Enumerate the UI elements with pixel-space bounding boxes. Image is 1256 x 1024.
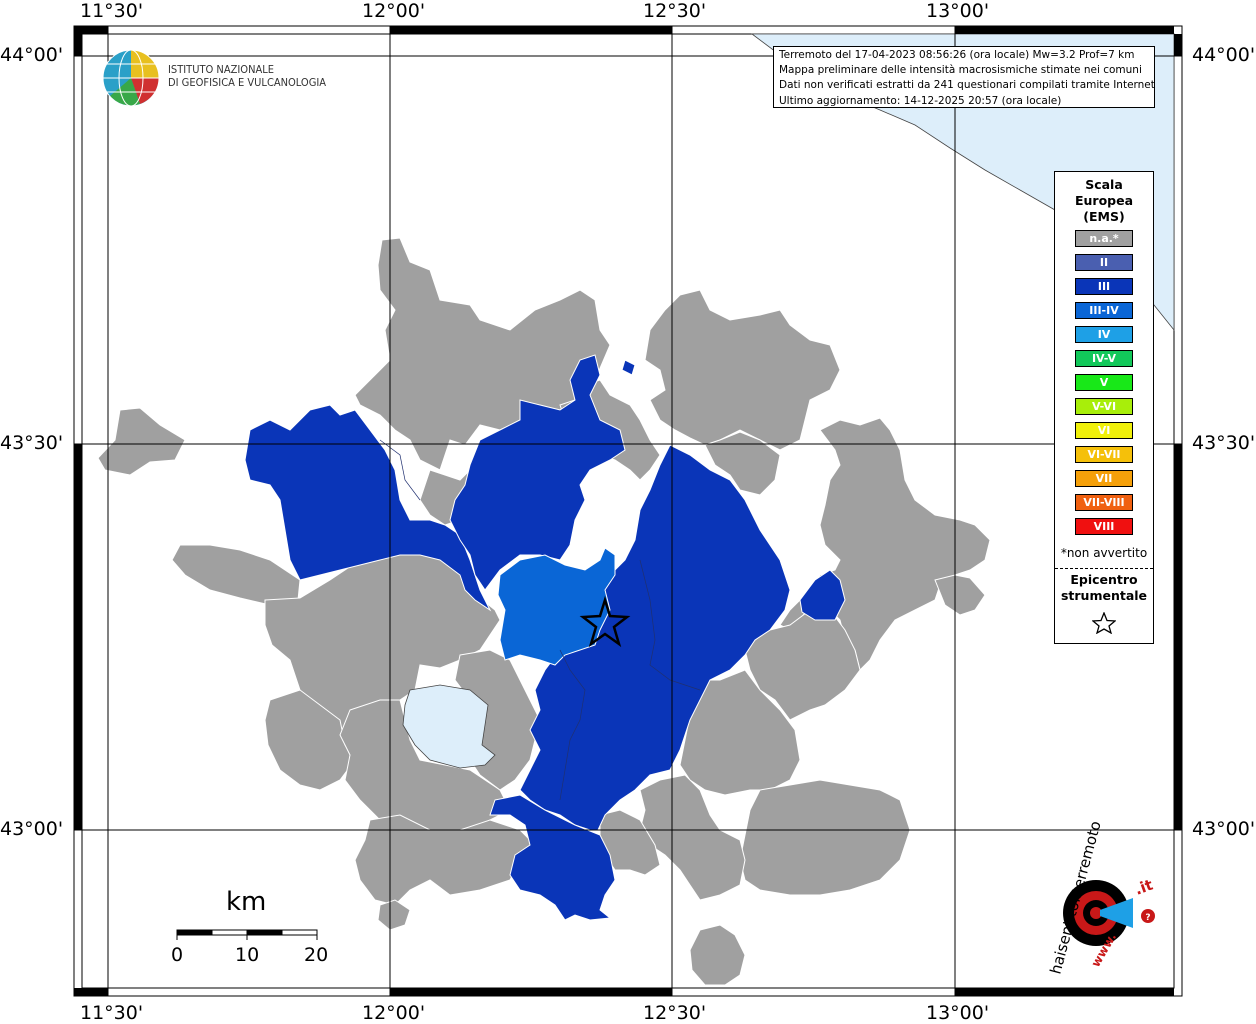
legend-item: IV <box>1075 326 1133 343</box>
lon-label-top-1: 11°30' <box>80 0 144 22</box>
ingv-line-2: DI GEOFISICA E VULCANOLOGIA <box>168 76 327 89</box>
scale-tick-20: 20 <box>304 944 329 966</box>
legend-note: *non avvertito <box>1060 546 1148 560</box>
info-line-3: Dati non verificati estratti da 241 ques… <box>779 79 1155 92</box>
legend-title-3: (EMS) <box>1083 209 1125 224</box>
scale-tick-0: 0 <box>171 944 184 966</box>
legend-epi-1: Epicentro <box>1070 572 1138 587</box>
lon-label-top-4: 13°00' <box>926 0 990 22</box>
earthquake-info-box: Terremoto del 17-04-2023 08:56:26 (ora l… <box>773 46 1155 108</box>
legend-item: VI <box>1075 422 1133 439</box>
frame-bands <box>74 26 1182 996</box>
lake <box>402 684 496 769</box>
lat-label-right-2: 43°30' <box>1192 432 1256 454</box>
legend-item: V-VI <box>1075 398 1133 415</box>
lon-label-bottom-4: 13°00' <box>926 1002 990 1024</box>
lat-label-left-3: 43°00' <box>0 818 64 840</box>
lat-label-right-1: 44°00' <box>1192 44 1256 66</box>
ingv-logo-text: ISTITUTO NAZIONALE DI GEOFISICA E VULCAN… <box>168 63 326 89</box>
scale-tick-10: 10 <box>235 944 260 966</box>
legend-item: IV-V <box>1075 350 1133 367</box>
lon-label-top-2: 12°00' <box>362 0 426 22</box>
brand-text-b: .it <box>1132 876 1155 899</box>
legend-item: III-IV <box>1075 302 1133 319</box>
legend-item: II <box>1075 254 1133 271</box>
legend-item: VIII <box>1075 518 1133 535</box>
info-line-1: Terremoto del 17-04-2023 08:56:26 (ora l… <box>779 49 1135 61</box>
lat-label-right-3: 43°00' <box>1192 818 1256 840</box>
legend-item: VII <box>1075 470 1133 487</box>
legend-item: VII-VIII <box>1075 494 1133 511</box>
legend-item: V <box>1075 374 1133 391</box>
graticule <box>74 26 1182 996</box>
legend-item: III <box>1075 278 1133 295</box>
comune-iiiiv <box>497 547 616 666</box>
legend-separator <box>1055 568 1153 569</box>
legend-item: VI-VII <box>1075 446 1133 463</box>
ems-legend: Scala Europea (EMS) n.a.* II III III-IV IV IV… <box>1054 171 1154 644</box>
legend-epicenter: Epicentro strumentale <box>1055 572 1153 604</box>
scale-bar <box>176 929 318 940</box>
ingv-logo-icon <box>102 49 160 107</box>
legend-star-icon <box>1092 612 1116 634</box>
legend-title: Scala Europea (EMS) <box>1055 177 1153 225</box>
legend-title-2: Europea <box>1074 193 1134 208</box>
legend-epi-2: strumentale <box>1060 588 1148 603</box>
lon-label-top-3: 12°30' <box>643 0 707 22</box>
ingv-line-1: ISTITUTO NAZIONALE <box>168 63 275 76</box>
lon-label-bottom-2: 12°00' <box>362 1002 426 1024</box>
lon-label-bottom-1: 11°30' <box>80 1002 144 1024</box>
info-line-2: Mappa preliminare delle intensità macros… <box>779 64 1142 77</box>
legend-item: n.a.* <box>1075 230 1133 247</box>
scale-unit: km <box>226 887 267 917</box>
svg-text:?: ? <box>1145 913 1150 923</box>
lon-label-bottom-3: 12°30' <box>643 1002 707 1024</box>
lat-label-left-1: 44°00' <box>0 44 64 66</box>
legend-title-1: Scala <box>1085 177 1123 192</box>
info-line-4: Ultimo aggiornamento: 14-12-2025 20:57 (… <box>779 94 1062 107</box>
lat-label-left-2: 43°30' <box>0 432 64 454</box>
epicenter-star <box>579 595 631 648</box>
